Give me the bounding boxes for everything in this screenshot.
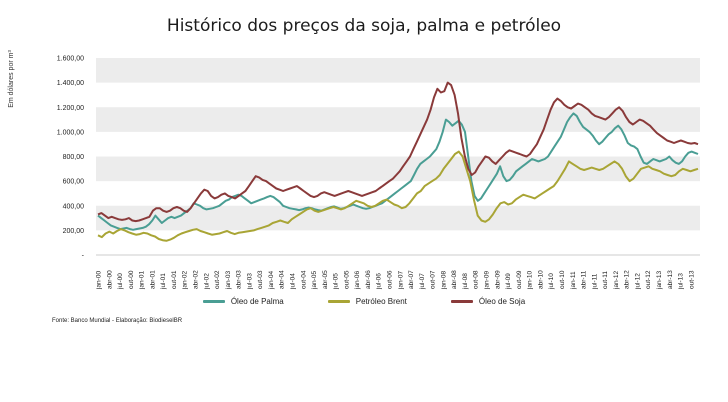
x-tick-label: out-10 [559,270,566,289]
x-tick-label: abr-13 [667,270,674,289]
x-tick-label: jul-02 [203,273,210,290]
x-tick-label: out-03 [257,270,264,289]
x-tick-label: jan-09 [484,271,491,290]
series-line-soja [97,81,699,223]
x-tick-label: abr-06 [365,270,372,289]
x-tick-label: jul-09 [505,273,512,290]
x-tick-label: jan-10 [527,271,534,290]
x-tick-label: out-07 [430,270,437,289]
grid-band [96,156,700,182]
y-tick-label: 800,00 [63,154,85,161]
x-tick-label: out-06 [387,270,394,289]
x-tick-label: jan-07 [397,271,404,290]
chart-title: Histórico dos preços da soja, palma e pe… [166,16,562,36]
series-line-palma [97,112,699,231]
x-tick-label: jul-11 [591,273,598,290]
legend-swatch-palma [202,300,225,303]
x-tick-label: jan-12 [613,271,620,290]
legend-swatch-soja [450,300,473,303]
x-tick-label: jan-01 [139,271,146,290]
x-tick-label: jul-04 [290,273,297,290]
grid-band [96,107,700,132]
y-tick-label: 200,00 [63,228,85,235]
legend-label-soja: Óleo de Soja [478,297,526,306]
x-tick-label: out-11 [602,271,609,289]
x-tick-label: out-05 [343,270,350,289]
x-tick-label: jan-04 [268,271,275,290]
y-tick-label: 400,00 [63,203,85,210]
x-tick-label: jul-13 [678,273,685,290]
x-tick-label: out-13 [688,270,695,289]
x-tick-label: out-08 [473,270,480,289]
y-axis-ticks: - 200,00 400,00 600,00 800,00 1.000,00 1.200,0… [57,56,85,260]
x-tick-label: out-09 [516,270,523,289]
x-tick-label: abr-10 [537,270,544,289]
x-tick-label: jul-00 [117,273,124,290]
x-tick-label: abr-01 [149,270,156,289]
x-tick-label: abr-07 [408,270,415,289]
x-tick-label: abr-12 [624,270,631,289]
x-tick-label: jul-06 [376,273,383,290]
x-tick-label: jul-08 [462,273,469,290]
x-tick-label: jan-05 [311,271,318,290]
x-tick-label: jan-13 [656,271,663,290]
y-tick-label: 600,00 [63,179,85,186]
legend-item-soja: Óleo de Soja [450,297,526,306]
x-tick-label: out-01 [171,270,178,289]
x-tick-label: jul-01 [160,273,167,290]
x-tick-label: jan-06 [354,271,361,290]
source-note: Fonte: Banco Mundial - Elaboração: Biodi… [52,318,183,324]
legend-label-palma: Óleo de Palma [230,297,284,306]
legend-label-brent: Petróleo Brent [355,297,407,306]
x-tick-label: jul-10 [548,273,555,290]
x-tick-label: abr-09 [494,270,501,289]
x-tick-label: jan-02 [182,271,189,290]
series-line-brent [97,150,699,242]
legend-item-brent: Petróleo Brent [327,297,407,306]
x-tick-label: abr-03 [236,270,243,289]
x-tick-label: out-04 [300,270,307,289]
x-tick-label: jan-03 [225,271,232,290]
x-tick-label: jul-12 [634,273,641,290]
y-tick-label: 1.400,00 [57,80,84,87]
x-tick-label: jul-07 [419,273,426,290]
y-axis-label: Em dólares por m³ [8,50,15,108]
x-tick-label: jan-00 [96,271,103,290]
y-tick-label: - [82,253,85,260]
x-tick-label: jan-08 [440,271,447,290]
grid-band [96,205,700,231]
x-tick-label: abr-11 [581,270,588,289]
x-tick-label: abr-00 [106,270,113,289]
x-tick-label: jul-03 [246,273,253,290]
x-axis-ticks: jan-00 abr-00 jul-00 out-00 jan-01 abr-01 jul-… [96,270,696,290]
chart-legend: Óleo de Palma Petróleo Brent Óleo de Soj… [0,297,728,306]
x-tick-label: jul-05 [333,273,340,290]
legend-swatch-brent [327,300,350,303]
grid-bands [96,58,700,256]
x-tick-label: jan-11 [570,271,577,290]
x-tick-label: abr-05 [322,270,329,289]
y-tick-label: 1.200,00 [57,105,84,112]
x-tick-label: out-12 [645,270,652,289]
x-tick-label: abr-08 [451,270,458,289]
grid-band [96,58,700,83]
legend-item-palma: Óleo de Palma [202,297,284,306]
x-tick-label: abr-04 [279,270,286,289]
y-tick-label: 1.600,00 [57,56,84,63]
x-tick-label: out-00 [128,270,135,289]
series-lines [97,81,699,242]
x-tick-label: out-02 [214,270,221,289]
y-tick-label: 1.000,00 [57,129,84,136]
x-tick-label: abr-02 [193,270,200,289]
